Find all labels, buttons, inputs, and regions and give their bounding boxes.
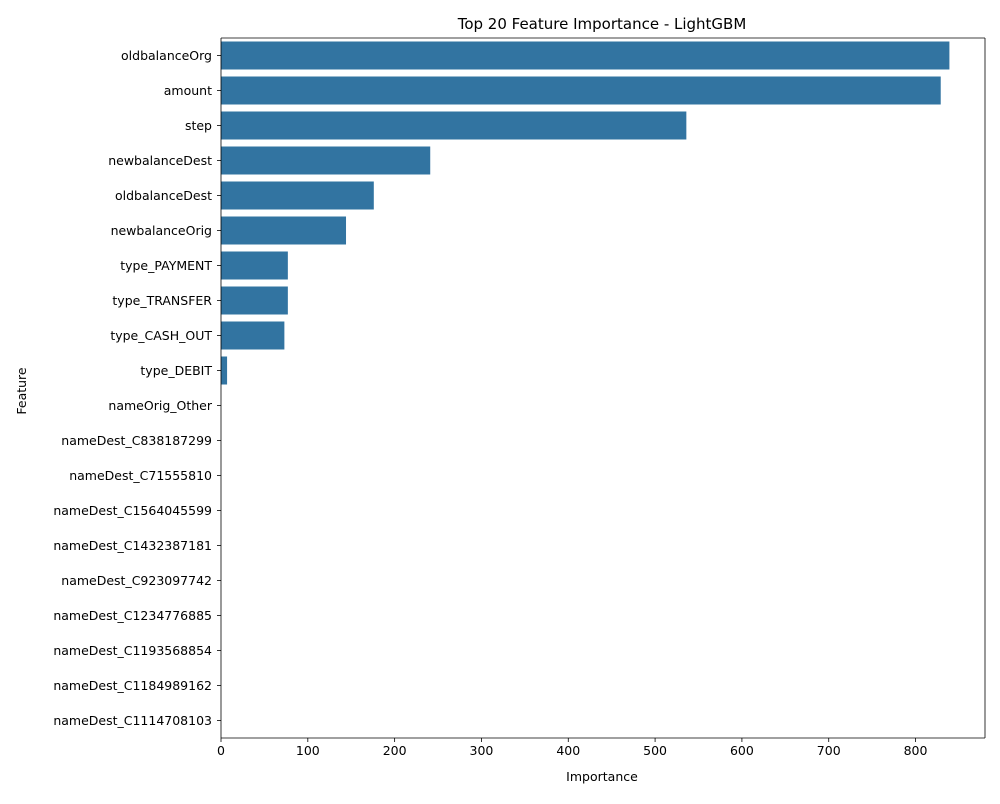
bar: [221, 216, 347, 245]
x-tick-label: 200: [383, 743, 407, 758]
x-tick-label: 300: [470, 743, 494, 758]
bar: [221, 321, 285, 350]
y-tick-label: nameDest_C1114708103: [53, 713, 212, 728]
y-tick-label: nameDest_C923097742: [61, 573, 212, 588]
chart-title: Top 20 Feature Importance - LightGBM: [457, 15, 747, 33]
y-tick-label: nameOrig_Other: [108, 398, 212, 413]
y-tick-label: newbalanceDest: [108, 153, 212, 168]
y-tick-label: type_PAYMENT: [120, 258, 212, 273]
y-tick-label: nameDest_C1184989162: [53, 678, 212, 693]
bar: [221, 146, 431, 175]
bar: [221, 251, 288, 280]
x-tick-label: 500: [643, 743, 667, 758]
y-tick-label: nameDest_C1234776885: [53, 608, 212, 623]
bar: [221, 286, 288, 315]
y-tick-label: type_CASH_OUT: [110, 328, 212, 343]
y-tick-label: nameDest_C838187299: [61, 433, 212, 448]
bar: [221, 76, 941, 105]
x-ticks: 0 100 200 300 400 500 600 700 800: [217, 738, 928, 758]
x-tick-label: 800: [904, 743, 928, 758]
y-tick-label: oldbalanceDest: [115, 188, 212, 203]
y-tick-label: newbalanceOrig: [111, 223, 212, 238]
x-tick-label: 600: [730, 743, 754, 758]
x-tick-label: 0: [217, 743, 225, 758]
y-tick-label: nameDest_C1564045599: [53, 503, 212, 518]
x-tick-label: 100: [296, 743, 320, 758]
y-tick-label: nameDest_C71555810: [69, 468, 212, 483]
plot-frame: [220, 37, 986, 739]
y-tick-labels: oldbalanceOrg amount step newbalanceDest old…: [53, 48, 221, 728]
bars-group: [221, 41, 950, 385]
x-tick-label: 700: [817, 743, 841, 758]
y-tick-label: nameDest_C1432387181: [53, 538, 212, 553]
y-tick-label: type_TRANSFER: [112, 293, 212, 308]
y-tick-label: oldbalanceOrg: [121, 48, 212, 63]
bar: [221, 41, 950, 70]
y-tick-label: step: [185, 118, 212, 133]
x-tick-label: 400: [556, 743, 580, 758]
y-tick-label: type_DEBIT: [140, 363, 212, 378]
bar: [221, 356, 228, 385]
y-tick-label: amount: [164, 83, 212, 98]
y-axis-label: Feature: [14, 367, 29, 415]
y-tick-label: nameDest_C1193568854: [53, 643, 212, 658]
bar: [221, 111, 687, 140]
bar: [221, 181, 374, 210]
x-axis-label: Importance: [566, 769, 638, 784]
